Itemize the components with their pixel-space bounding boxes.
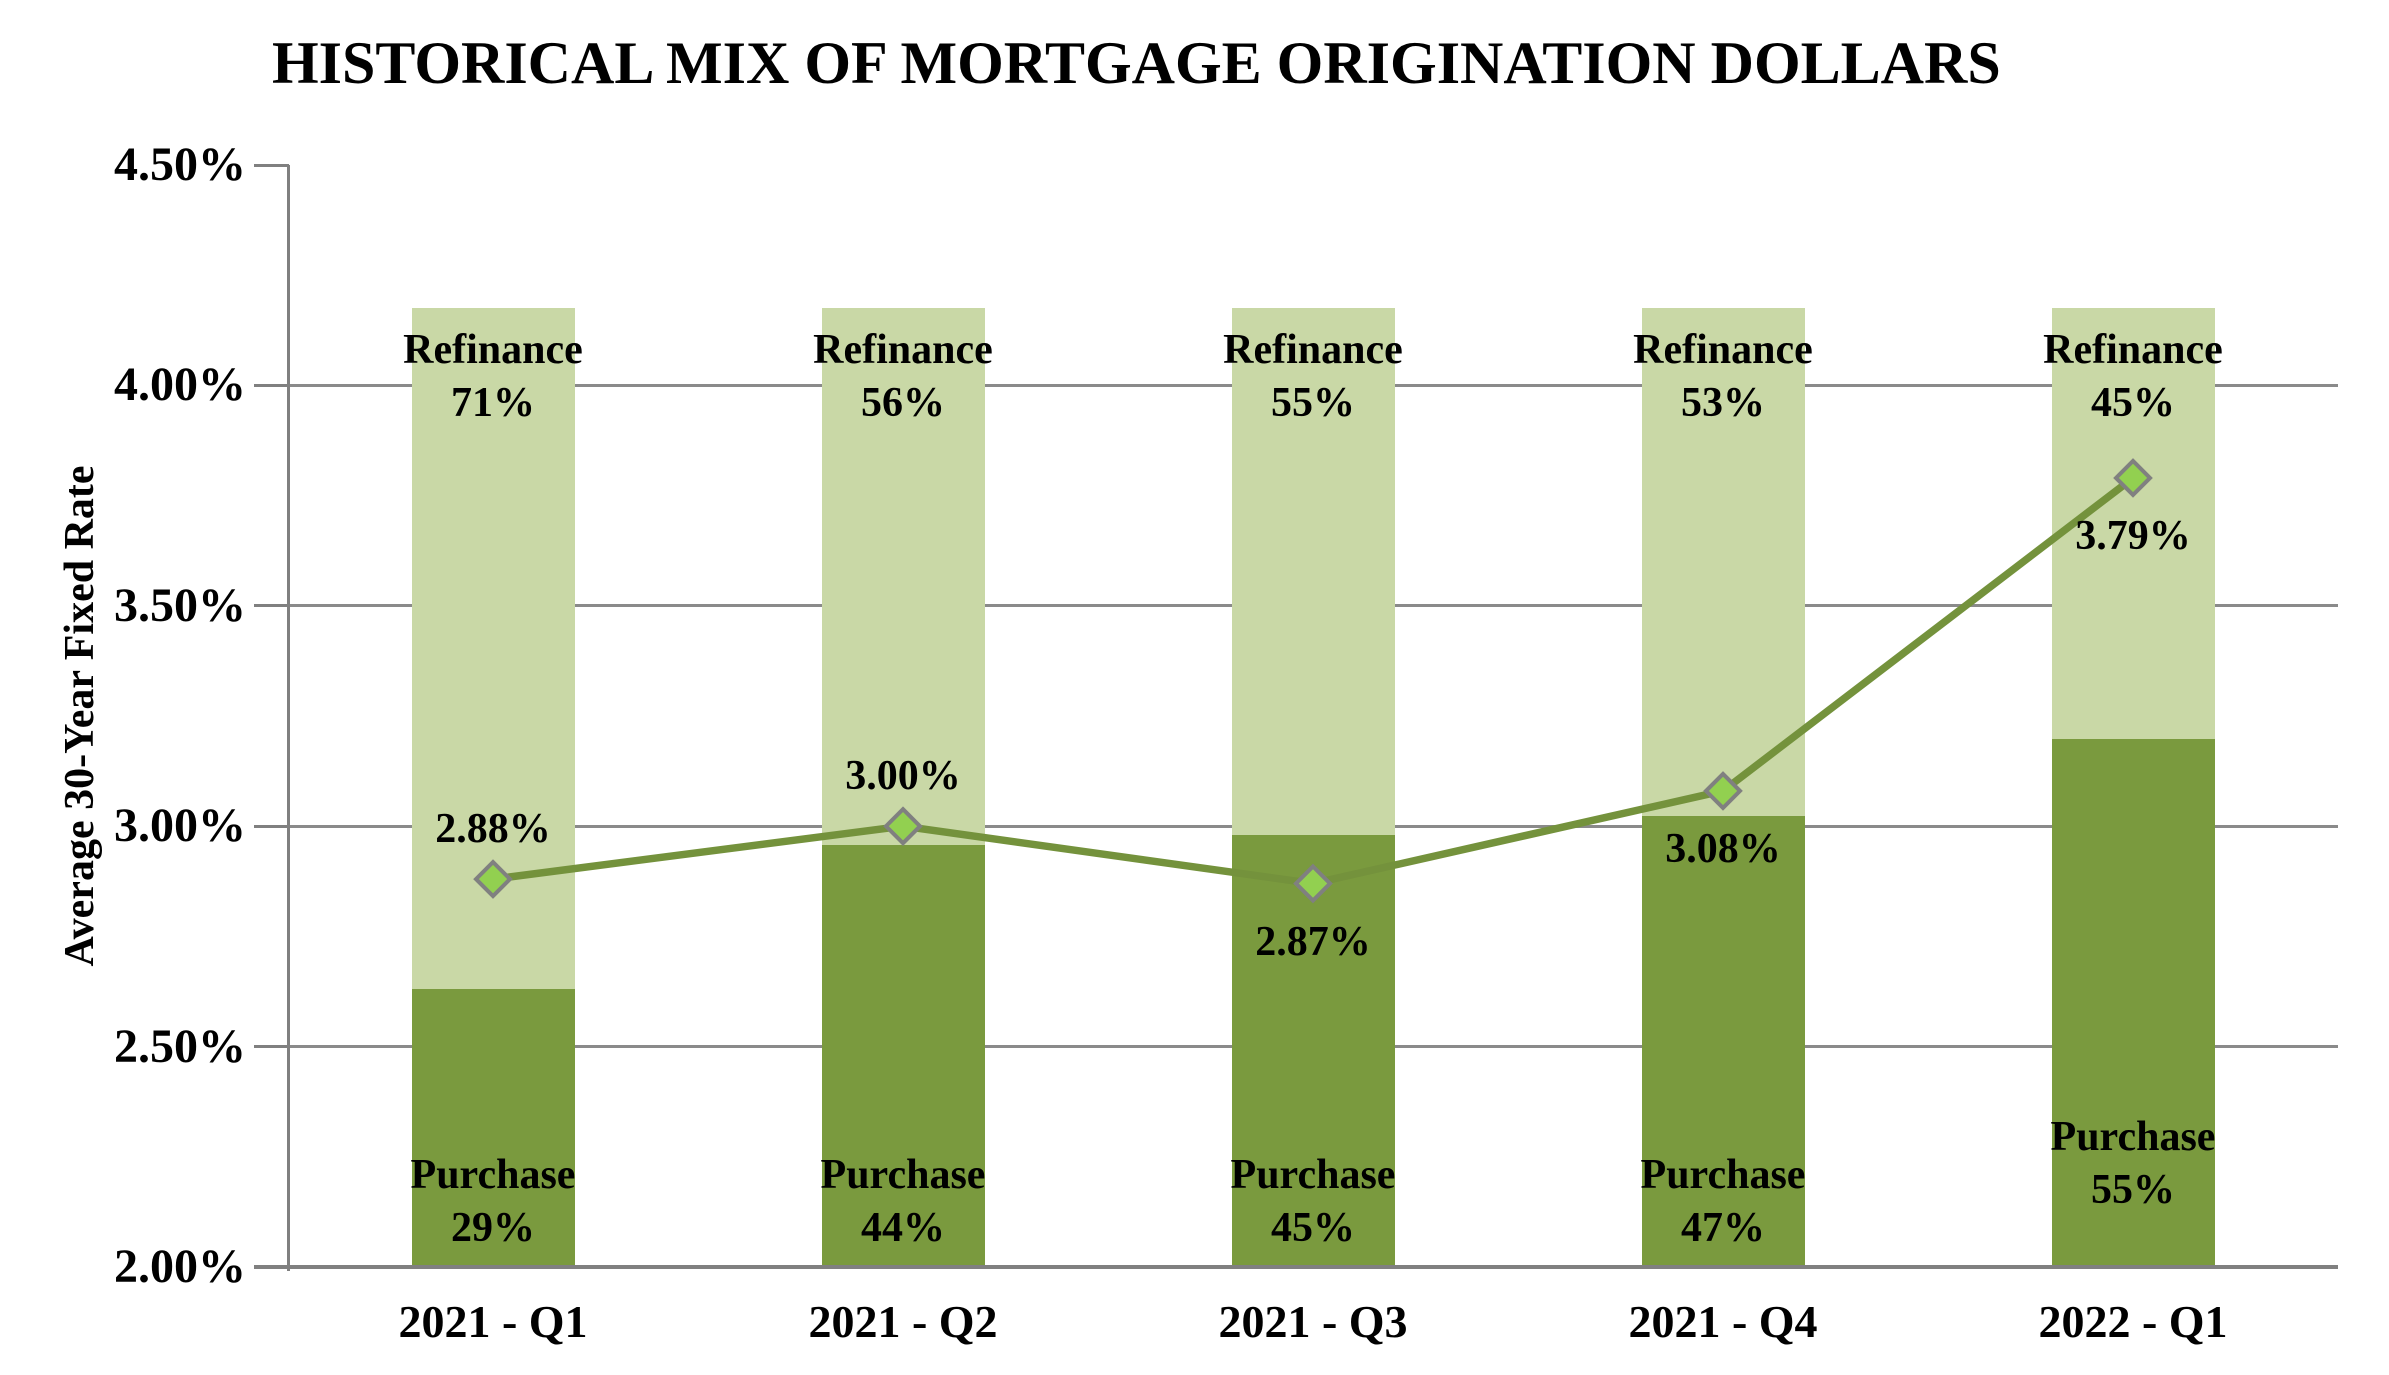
purchase-label-name: Purchase xyxy=(410,1152,576,1198)
rate-point-label: 3.00% xyxy=(845,753,961,800)
refinance-label-name: Refinance xyxy=(1223,326,1403,373)
purchase-segment-label: Purchase 45% xyxy=(1108,1149,1518,1255)
rate-marker-5 xyxy=(2113,458,2153,498)
purchase-bar-segment xyxy=(2051,739,2215,1267)
purchase-label-name: Purchase xyxy=(2050,1114,2216,1160)
x-category-label: 2022 - Q1 xyxy=(2038,1296,2228,1347)
y-tick-label: 3.50% xyxy=(114,578,246,632)
y-tick-label: 4.00% xyxy=(114,358,246,412)
refinance-label-value: 56% xyxy=(861,379,945,426)
rate-marker-4 xyxy=(1703,771,1743,811)
refinance-label-value: 71% xyxy=(451,379,535,426)
refinance-label-name: Refinance xyxy=(2043,326,2223,373)
refinance-label-name: Refinance xyxy=(813,326,993,373)
purchase-bar-segment xyxy=(411,988,575,1267)
x-category-label: 2021 - Q3 xyxy=(1218,1296,1408,1347)
x-category-label: 2021 - Q2 xyxy=(808,1296,998,1347)
purchase-label-value: 44% xyxy=(861,1205,945,1251)
x-category-label: 2021 - Q4 xyxy=(1628,1296,1818,1347)
x-axis-line xyxy=(254,1265,2338,1269)
purchase-segment-label: Purchase 44% xyxy=(698,1149,1108,1255)
y-axis-tick xyxy=(254,604,289,608)
refinance-segment-label: Refinance 53% xyxy=(1518,324,1928,430)
refinance-label-name: Refinance xyxy=(1633,326,1813,373)
refinance-bar-segment xyxy=(1641,307,1805,817)
rate-point-label: 3.79% xyxy=(2075,512,2191,559)
purchase-segment-label: Purchase 55% xyxy=(1928,1111,2338,1217)
y-axis-line xyxy=(287,165,290,1271)
refinance-segment-label: Refinance 55% xyxy=(1108,324,1518,430)
purchase-bar-segment xyxy=(1641,816,1805,1267)
y-axis-tick xyxy=(254,824,289,828)
purchase-label-value: 45% xyxy=(1271,1205,1355,1251)
refinance-label-value: 45% xyxy=(2091,379,2175,426)
refinance-bar-segment xyxy=(1231,307,1395,836)
purchase-label-name: Purchase xyxy=(820,1152,986,1198)
refinance-segment-label: Refinance 56% xyxy=(698,324,1108,430)
purchase-segment-label: Purchase 47% xyxy=(1518,1149,1928,1255)
refinance-label-value: 55% xyxy=(1271,379,1355,426)
purchase-label-value: 47% xyxy=(1681,1205,1765,1251)
refinance-segment-label: Refinance 71% xyxy=(288,324,698,430)
rate-point-label: 2.88% xyxy=(435,806,551,853)
y-axis-tick xyxy=(254,163,289,167)
refinance-bar-segment xyxy=(821,307,985,845)
rate-marker-1 xyxy=(473,859,513,899)
rate-line xyxy=(492,474,2136,888)
y-tick-label: 4.50% xyxy=(114,138,246,191)
y-tick-label: 2.00% xyxy=(114,1240,246,1293)
rate-marker-3 xyxy=(1293,863,1333,904)
rate-point-label: 3.08% xyxy=(1665,825,1781,872)
x-category-label: 2021 - Q1 xyxy=(398,1296,588,1347)
purchase-label-name: Purchase xyxy=(1640,1152,1806,1198)
refinance-label-name: Refinance xyxy=(403,326,583,373)
rate-marker-2 xyxy=(883,806,923,847)
y-axis-tick xyxy=(254,1045,289,1049)
purchase-segment-label: Purchase 29% xyxy=(288,1149,698,1255)
refinance-label-value: 53% xyxy=(1681,379,1765,426)
chart-title: HISTORICAL MIX OF MORTGAGE ORIGINATION D… xyxy=(272,30,2001,96)
y-tick-label: 2.50% xyxy=(114,1019,246,1073)
rate-point-label: 2.87% xyxy=(1255,918,1371,965)
purchase-bar-segment xyxy=(821,844,985,1267)
purchase-bar-segment xyxy=(1231,835,1395,1267)
y-tick-label: 3.00% xyxy=(114,799,246,853)
purchase-label-name: Purchase xyxy=(1230,1152,1396,1198)
purchase-label-value: 29% xyxy=(451,1205,535,1251)
refinance-segment-label: Refinance 45% xyxy=(1928,324,2338,430)
purchase-label-value: 55% xyxy=(2091,1167,2175,1213)
y-axis-tick xyxy=(254,383,289,387)
